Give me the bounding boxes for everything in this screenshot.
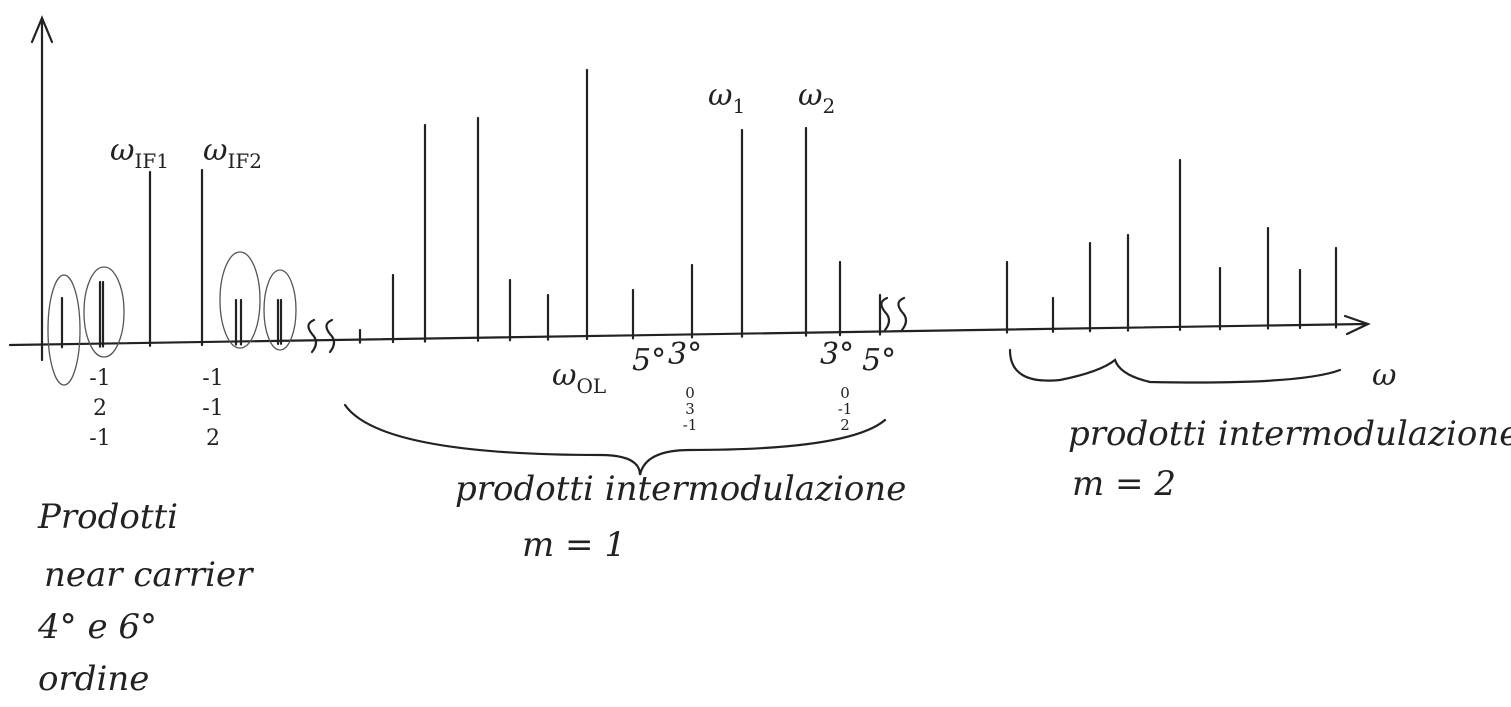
circle [83,266,125,358]
note-line: Prodotti [37,497,178,537]
spectral-lines [60,68,1338,349]
coefficient: -1 [89,366,110,391]
group-order: m = 2 [1072,464,1176,504]
axis-label: ω [1372,358,1396,393]
y-axis [30,15,54,362]
note-line: ordine [38,659,149,699]
order-mark: 3° [668,337,702,372]
line-label: ω1 [708,78,745,118]
coefficient: -1 [683,416,698,434]
coefficient: 2 [840,416,850,434]
circle [263,269,297,351]
brace [1008,348,1342,384]
axis-break [307,318,336,354]
line-label: ω2 [798,78,835,118]
axes [8,15,1371,362]
coefficient: -1 [202,366,223,391]
coefficient: 3 [685,400,695,418]
circle [219,251,261,349]
note-line: 4° e 6° [37,607,157,647]
line-label: ωIF1 [110,133,169,173]
group-title: prodotti intermodulazione [455,469,906,509]
circles [47,251,297,386]
line-label: ωIF2 [203,133,262,173]
axis-break [880,296,908,332]
coefficient: 0 [840,384,850,402]
coefficient: -1 [838,400,853,418]
brace [343,403,887,476]
order-mark: 5° [632,343,666,378]
line-label: ωOL [552,358,606,398]
group-order: m = 1 [522,525,626,565]
coefficient: 2 [206,426,220,451]
group-title: prodotti intermodulazione [1068,414,1511,454]
coefficient: 2 [93,396,107,421]
coefficient: 0 [685,384,695,402]
coefficient: -1 [202,396,223,421]
order-mark: 3° [820,337,854,372]
braces [343,348,1342,476]
circle [47,274,81,386]
order-mark: 5° [862,343,896,378]
note-line: near carrier [44,555,254,595]
coefficient: -1 [89,426,110,451]
